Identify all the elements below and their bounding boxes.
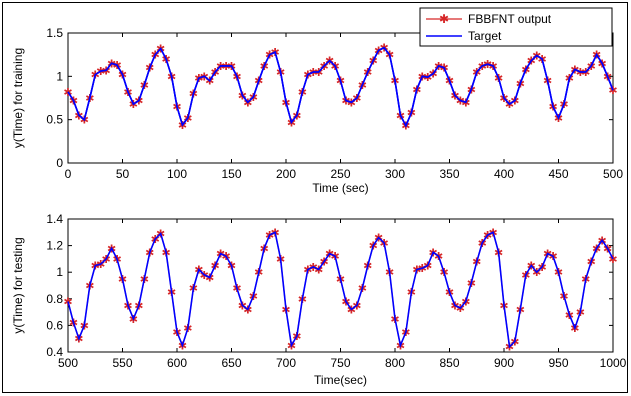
y-tick-label: 0.8 (46, 292, 63, 306)
x-tick-label: 200 (276, 167, 296, 181)
y-tick-label: 0.4 (46, 345, 63, 359)
testing-ticks: 500 550 600 650 700 750 800 850 900 950 1000 0.4 0.6… (46, 212, 626, 370)
x-tick-label: 400 (494, 167, 514, 181)
x-tick-label: 250 (330, 167, 350, 181)
target-series-line-overlay (67, 46, 614, 128)
target-series-line (67, 231, 614, 349)
x-tick-label: 50 (116, 167, 130, 181)
legend: ✱ FBBFNT output Target (419, 7, 613, 47)
legend-fbbfnt-label: FBBFNT output (468, 12, 552, 26)
training-series: ✱✱✱✱✱✱✱✱✱✱✱✱✱✱✱✱✱✱✱✱✱✱✱✱✱✱✱✱✱✱✱✱✱✱✱✱✱✱✱✱… (63, 42, 617, 133)
fbbfnt-output-point: ✱ (608, 84, 617, 97)
y-tick-label: 0.5 (46, 113, 63, 127)
testing-y-axis-label: y(Time) for testing (11, 237, 25, 333)
y-tick-label: 1 (56, 265, 63, 279)
training-y-axis-label: y(Time) for training (11, 48, 25, 148)
training-ticks: 0 50 100 150 200 250 300 350 400 450 500 0 0.5 1 1.5 (46, 26, 623, 181)
x-tick-label: 500 (603, 167, 623, 181)
y-tick-label: 0.6 (46, 318, 63, 332)
x-tick-label: 0 (65, 167, 72, 181)
y-tick-label: 1.4 (46, 212, 63, 226)
figure-frame (2, 2, 628, 393)
legend-box (419, 7, 613, 47)
legend-fbbfnt-marker: ✱ (439, 12, 449, 26)
fbbfnt-output-point: ✱ (608, 253, 617, 266)
testing-series: ✱✱✱✱✱✱✱✱✱✱✱✱✱✱✱✱✱✱✱✱✱✱✱✱✱✱✱✱✱✱✱✱✱✱✱✱✱✱✱✱… (63, 226, 617, 353)
x-tick-label: 850 (439, 356, 459, 370)
x-tick-label: 750 (330, 356, 350, 370)
y-tick-label: 0 (56, 156, 63, 170)
x-tick-label: 600 (167, 356, 187, 370)
x-tick-label: 500 (58, 356, 78, 370)
x-tick-label: 550 (112, 356, 132, 370)
x-tick-label: 150 (221, 167, 241, 181)
training-axes: 0 50 100 150 200 250 300 350 400 450 500 0 0.5 1 1.5 ✱… (11, 7, 623, 195)
legend-target-label: Target (468, 29, 502, 43)
x-tick-label: 350 (439, 167, 459, 181)
x-tick-label: 900 (494, 356, 514, 370)
x-tick-label: 1000 (600, 356, 627, 370)
y-tick-label: 1 (56, 69, 63, 83)
x-tick-label: 100 (167, 167, 187, 181)
x-tick-label: 950 (548, 356, 568, 370)
x-tick-label: 700 (276, 356, 296, 370)
y-tick-label: 1.5 (46, 26, 63, 40)
y-tick-label: 1.2 (46, 239, 63, 253)
x-tick-label: 450 (548, 167, 568, 181)
training-x-axis-label: Time (sec) (312, 181, 368, 195)
x-tick-label: 800 (385, 356, 405, 370)
testing-x-axis-label: Time(sec) (314, 373, 367, 387)
testing-axes: 500 550 600 650 700 750 800 850 900 950 1000 0.4 0.6… (11, 212, 627, 387)
x-tick-label: 300 (385, 167, 405, 181)
x-tick-label: 650 (221, 356, 241, 370)
testing-plot-area (67, 218, 614, 353)
